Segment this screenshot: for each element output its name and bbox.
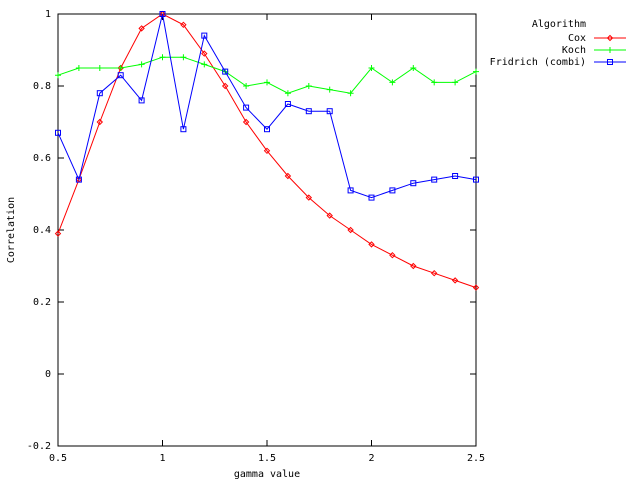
legend-entry-label: Koch [562, 45, 586, 56]
x-tick-label: 1.5 [258, 453, 276, 464]
data-point [410, 262, 417, 270]
data-point [347, 187, 354, 194]
data-point [389, 251, 396, 259]
data-point [368, 241, 375, 248]
data-point [284, 101, 291, 107]
legend-entry-label: Fridrich (combi) [490, 57, 586, 68]
data-point [389, 79, 396, 86]
data-point [410, 65, 417, 71]
data-point [96, 118, 104, 126]
data-point [180, 54, 187, 61]
data-point [389, 187, 396, 194]
data-point [242, 118, 250, 126]
legend-entry-label: Cox [568, 33, 586, 44]
y-axis-label: Correlation [6, 197, 17, 263]
data-point [221, 82, 229, 90]
data-point [264, 79, 270, 86]
data-point [117, 65, 124, 71]
data-point [452, 173, 459, 179]
data-point [305, 194, 313, 201]
data-point [55, 129, 61, 136]
data-point [284, 172, 292, 180]
y-tick-label: 0.6 [33, 153, 51, 164]
y-tick-label: 0.4 [33, 225, 51, 236]
data-point [305, 108, 312, 115]
data-point [54, 230, 62, 237]
data-point [180, 21, 187, 29]
x-axis-label: gamma value [234, 469, 300, 480]
data-point [222, 68, 229, 75]
data-point [472, 284, 480, 291]
data-point [96, 90, 103, 97]
data-point [138, 25, 145, 32]
data-point [243, 104, 250, 111]
data-point [55, 72, 61, 79]
data-point [326, 212, 333, 219]
data-point [75, 65, 82, 71]
series-line [57, 13, 477, 289]
data-point [96, 65, 103, 71]
data-point [473, 68, 479, 75]
x-tick-label: 2 [368, 453, 374, 464]
data-point [138, 97, 145, 104]
y-tick-label: 0.2 [33, 297, 51, 308]
data-point [368, 194, 375, 201]
data-point [607, 59, 613, 65]
y-tick-label: 0.8 [33, 81, 51, 92]
data-point [431, 79, 438, 86]
data-point [410, 180, 417, 187]
data-point [368, 65, 375, 71]
data-point [180, 126, 187, 133]
series-cox [54, 10, 480, 291]
data-point [243, 83, 250, 89]
data-point [284, 90, 291, 97]
data-point [201, 61, 208, 68]
data-point [431, 176, 438, 183]
data-point [264, 126, 270, 133]
data-point [305, 83, 312, 89]
data-point [473, 176, 479, 183]
data-point [201, 32, 208, 39]
data-point [452, 79, 459, 86]
series-layer [54, 10, 480, 291]
series-fridrich-combi [55, 11, 479, 201]
data-point [117, 72, 124, 79]
y-axis-ticks: -0.2 0 0.2 0.4 0.6 0.8 1 [27, 9, 476, 452]
data-point [201, 50, 208, 57]
data-point [451, 277, 459, 284]
data-point [159, 11, 166, 17]
series-line [57, 13, 477, 199]
y-tick-label: 0 [45, 369, 51, 380]
x-tick-label: 0.5 [49, 453, 67, 464]
y-tick-label: -0.2 [27, 441, 51, 452]
data-point [430, 269, 438, 277]
plot-area-frame [57, 13, 477, 447]
legend-title: Algorithm [532, 19, 586, 30]
series-koch [55, 54, 479, 97]
data-point [347, 226, 354, 234]
data-point [326, 86, 333, 93]
data-point [75, 176, 82, 183]
data-point [606, 34, 614, 42]
data-point [138, 61, 145, 68]
x-tick-label: 2.5 [467, 453, 485, 464]
data-point [347, 90, 354, 97]
data-point [326, 108, 333, 115]
data-point [607, 47, 613, 53]
data-point [159, 54, 166, 61]
y-tick-label: 1 [45, 9, 51, 20]
data-point [263, 147, 271, 155]
x-tick-label: 1 [159, 453, 165, 464]
